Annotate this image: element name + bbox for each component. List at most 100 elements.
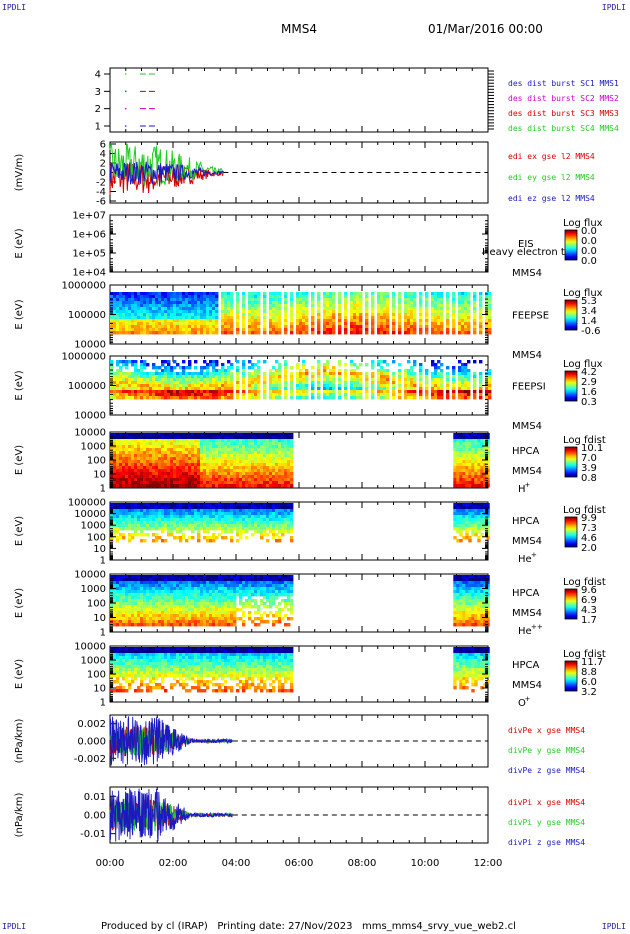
feepsi-cell	[170, 387, 174, 391]
feepse-cell	[434, 310, 438, 314]
feepsi-cell	[446, 375, 450, 379]
hpca-h-cell	[119, 460, 123, 464]
feepsi-cell	[269, 390, 273, 394]
feepse-cell	[200, 322, 204, 326]
hpca-he-cell	[176, 524, 180, 528]
feepsi-cell	[179, 372, 183, 376]
hpca-h-cell	[122, 445, 126, 449]
feepsi-cell	[284, 387, 288, 391]
feepse-cell	[446, 313, 450, 317]
feepse-cell	[221, 304, 225, 308]
feepsi-cell	[311, 390, 315, 394]
hpca-h-cell	[113, 475, 117, 479]
hpca-h-cell	[221, 472, 225, 476]
feepse-cell	[116, 331, 120, 335]
feepse-cell	[473, 292, 477, 296]
feepse-cell	[404, 313, 408, 317]
feepse-cell	[317, 331, 321, 335]
hpca-h-cell	[188, 481, 192, 485]
hpca-he-cell	[173, 524, 177, 528]
hpca-he-cell	[254, 512, 258, 516]
hpca-h-cell	[269, 484, 273, 488]
hpca-h-cell	[167, 475, 171, 479]
feepsi-cell	[485, 378, 489, 382]
hpca-he-cell	[209, 503, 213, 507]
feepse-cell	[203, 295, 207, 299]
hpca-h-cell	[465, 475, 469, 479]
hpca-h-cell	[173, 454, 177, 458]
feepse-cell	[386, 304, 390, 308]
feepse-cell	[446, 328, 450, 332]
feepse-cell	[284, 316, 288, 320]
feepse-cell	[434, 328, 438, 332]
hpca-he-cell	[119, 512, 123, 516]
hpca-h-cell	[116, 478, 120, 482]
hpca-he-cell	[236, 539, 240, 543]
eis-sc-label: MMS4	[512, 268, 542, 279]
feepse-cell	[452, 313, 456, 317]
feepsi-cell	[161, 384, 165, 388]
feepsi-cell	[188, 372, 192, 376]
feepse-cell	[413, 304, 417, 308]
feepse-cell	[194, 307, 198, 311]
feepse-cell	[380, 304, 384, 308]
feepse-cell	[236, 325, 240, 329]
feepsi-cell	[275, 378, 279, 382]
hpca-h-cell	[281, 469, 285, 473]
feepse-cell	[479, 304, 483, 308]
feepsi-cell	[164, 396, 168, 400]
hpca-h-cell	[167, 478, 171, 482]
hpca-h-cell	[474, 457, 478, 461]
hpca-h-cell	[134, 436, 138, 440]
hpca-h-cell	[278, 439, 282, 443]
feepsi-cell	[326, 366, 330, 370]
feepsi-cell	[344, 396, 348, 400]
feepse-cell	[398, 307, 402, 311]
feepse-cell	[209, 295, 213, 299]
feepsi-cell	[269, 384, 273, 388]
feepsi-cell	[143, 381, 147, 385]
feepse-cell	[242, 325, 246, 329]
hpca-h-cell	[185, 460, 189, 464]
feepse-cell	[248, 295, 252, 299]
feepse-cell	[191, 304, 195, 308]
hpca-h-cell	[269, 448, 273, 452]
feepse-cell	[152, 310, 156, 314]
hpca-h-cell	[116, 445, 120, 449]
feepse-cell	[311, 310, 315, 314]
hpca-he-cell	[212, 506, 216, 510]
hpca-he-cell	[233, 521, 237, 525]
feepsi-cell	[185, 381, 189, 385]
feepsi-cell	[158, 378, 162, 382]
hpca-h-cell	[209, 484, 213, 488]
feepsi-cell	[227, 384, 231, 388]
hpca-h-cell	[453, 484, 457, 488]
feepsi-cell	[413, 372, 417, 376]
feepsi-cell	[110, 396, 114, 400]
hpca-he-cell	[137, 527, 141, 531]
hpca-h-cell	[468, 463, 472, 467]
hpca-h-cell	[200, 484, 204, 488]
feepsi-cell	[170, 393, 174, 397]
hpca-he-cell	[188, 524, 192, 528]
hpca-h-cell	[456, 481, 460, 485]
feepse-cell	[185, 292, 189, 296]
feepse-cell	[350, 304, 354, 308]
hpca-h-cell	[125, 481, 129, 485]
hpca-h-cell	[221, 454, 225, 458]
feepse-cell	[224, 325, 228, 329]
feepse-cell	[437, 322, 441, 326]
feepse-cell	[371, 310, 375, 314]
feepse-cell	[212, 307, 216, 311]
hpca-he-cell	[197, 533, 201, 537]
hpca-h-cell	[275, 436, 279, 440]
hpca-h-cell	[248, 466, 252, 470]
hpca-he-cell	[215, 503, 219, 507]
feepse-cell	[185, 310, 189, 314]
hpca-h-cell	[161, 475, 165, 479]
hpca-he-cell	[125, 512, 129, 516]
hpca-h-cell	[215, 481, 219, 485]
hpca-h-cell	[191, 454, 195, 458]
hpca-h-cell	[146, 433, 150, 437]
hpca-h-cell	[167, 481, 171, 485]
